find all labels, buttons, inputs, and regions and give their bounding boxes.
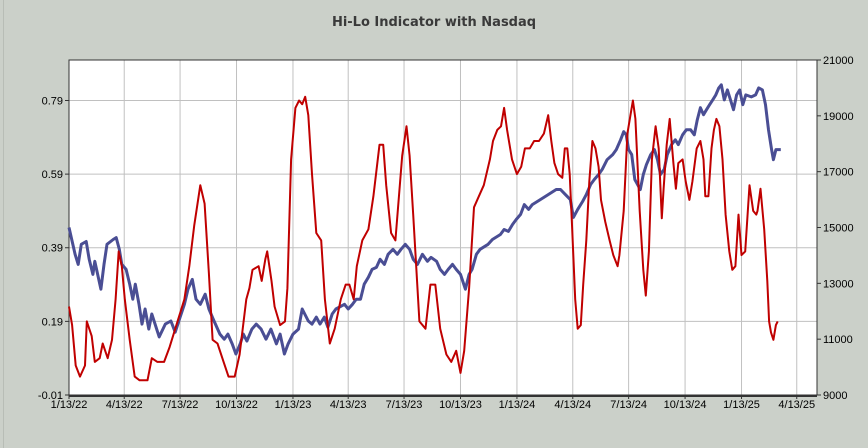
x-tick-label: 4/13/25: [778, 399, 815, 411]
y2-tick-label: 13000: [823, 278, 854, 290]
y2-tick-label: 19000: [823, 111, 854, 123]
x-tick-label: 7/13/24: [610, 399, 647, 411]
tick-labels: 1/13/22 4/13/22 7/13/22 10/13/22 1/13/23 4/13…: [38, 55, 854, 411]
y-tick-label: 0.79: [42, 95, 63, 107]
y2-tick-label: 11000: [823, 334, 853, 346]
y-tick-label: 0.59: [42, 169, 63, 181]
chart-title: Hi-Lo Indicator with Nasdaq: [331, 15, 537, 30]
x-tick-label: 1/13/22: [51, 399, 88, 411]
x-tick-label: 7/13/23: [386, 399, 423, 411]
y2-tick-label: 9000: [823, 390, 847, 402]
y-tick-label: 0.19: [42, 316, 63, 328]
y-tick-label: -0.01: [38, 390, 63, 402]
x-tick-label: 10/13/23: [439, 399, 482, 411]
window-edge: [0, 0, 4, 448]
series-lines: [67, 83, 781, 382]
x-tick-label: 1/13/23: [275, 399, 312, 411]
x-tick-label: 10/13/24: [664, 399, 707, 411]
y2-tick-label: 17000: [823, 167, 854, 179]
x-tick-label: 1/13/24: [499, 399, 536, 411]
x-tick-label: 1/13/25: [723, 399, 760, 411]
y2-tick-label: 15000: [823, 223, 854, 235]
x-tick-label: 4/13/22: [106, 399, 143, 411]
x-tick-label: 4/13/24: [554, 399, 591, 411]
y2-tick-label: 21000: [823, 55, 854, 67]
hi-lo-indicator-line: [68, 95, 779, 382]
x-tick-label: 4/13/23: [330, 399, 367, 411]
nasdaq-line: [67, 83, 781, 356]
y-tick-label: 0.39: [42, 243, 63, 255]
x-tick-label: 7/13/22: [162, 399, 199, 411]
x-tick-label: 10/13/22: [215, 399, 258, 411]
